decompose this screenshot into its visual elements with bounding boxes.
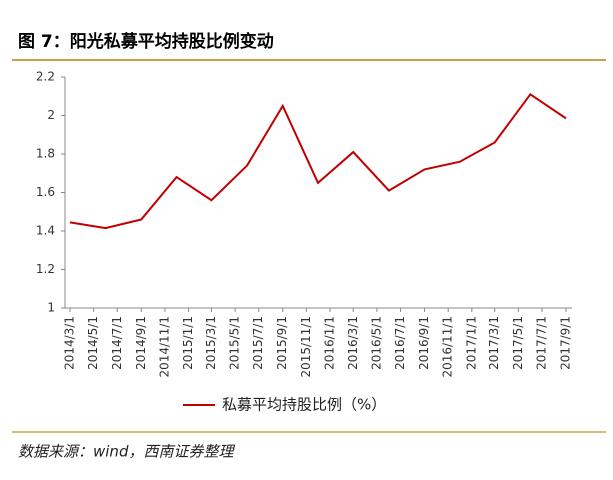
y-tick-label: 1 bbox=[47, 301, 55, 315]
x-tick-label: 2015/7/1 bbox=[251, 316, 265, 370]
y-tick-label: 1.8 bbox=[36, 147, 55, 161]
y-tick-label: 1.6 bbox=[36, 185, 55, 199]
x-tick-label: 2015/3/1 bbox=[204, 316, 218, 370]
x-tick-label: 2016/5/1 bbox=[369, 316, 383, 370]
x-tick-label: 2015/1/1 bbox=[181, 316, 195, 370]
x-tick-label: 2014/9/1 bbox=[134, 316, 148, 370]
x-tick-label: 2014/11/1 bbox=[157, 316, 171, 378]
y-tick-label: 1.2 bbox=[36, 262, 55, 276]
legend-label: 私募平均持股比例（%） bbox=[222, 396, 386, 414]
x-tick-label: 2017/7/1 bbox=[534, 316, 548, 370]
x-tick-label: 2016/1/1 bbox=[323, 316, 337, 370]
x-tick-label: 2017/9/1 bbox=[559, 316, 573, 370]
x-tick-label: 2017/3/1 bbox=[487, 316, 501, 370]
y-tick-label: 1.4 bbox=[36, 224, 55, 238]
x-tick-label: 2017/1/1 bbox=[464, 316, 478, 370]
y-tick-label: 2 bbox=[47, 108, 55, 122]
source: 数据来源：wind，西南证券整理 bbox=[18, 443, 235, 461]
x-tick-label: 2015/5/1 bbox=[228, 316, 242, 370]
x-tick-label: 2016/11/1 bbox=[441, 316, 455, 378]
x-tick-label: 2015/9/1 bbox=[275, 316, 289, 370]
x-tick-label: 2016/3/1 bbox=[346, 316, 360, 370]
x-tick-label: 2016/7/1 bbox=[393, 316, 407, 370]
chart-title: 图 7：阳光私募平均持股比例变动 bbox=[18, 31, 274, 52]
line bbox=[69, 92, 567, 230]
x-tick-label: 2014/7/1 bbox=[110, 316, 124, 370]
x-tick-label: 2014/3/1 bbox=[63, 316, 77, 370]
x-tick-label: 2014/5/1 bbox=[86, 316, 100, 370]
x-tick-label: 2017/5/1 bbox=[511, 316, 525, 370]
x-tick-label: 2015/11/1 bbox=[299, 316, 313, 378]
y-tick-label: 2.2 bbox=[36, 70, 55, 84]
x-tick-label: 2016/9/1 bbox=[417, 316, 431, 370]
